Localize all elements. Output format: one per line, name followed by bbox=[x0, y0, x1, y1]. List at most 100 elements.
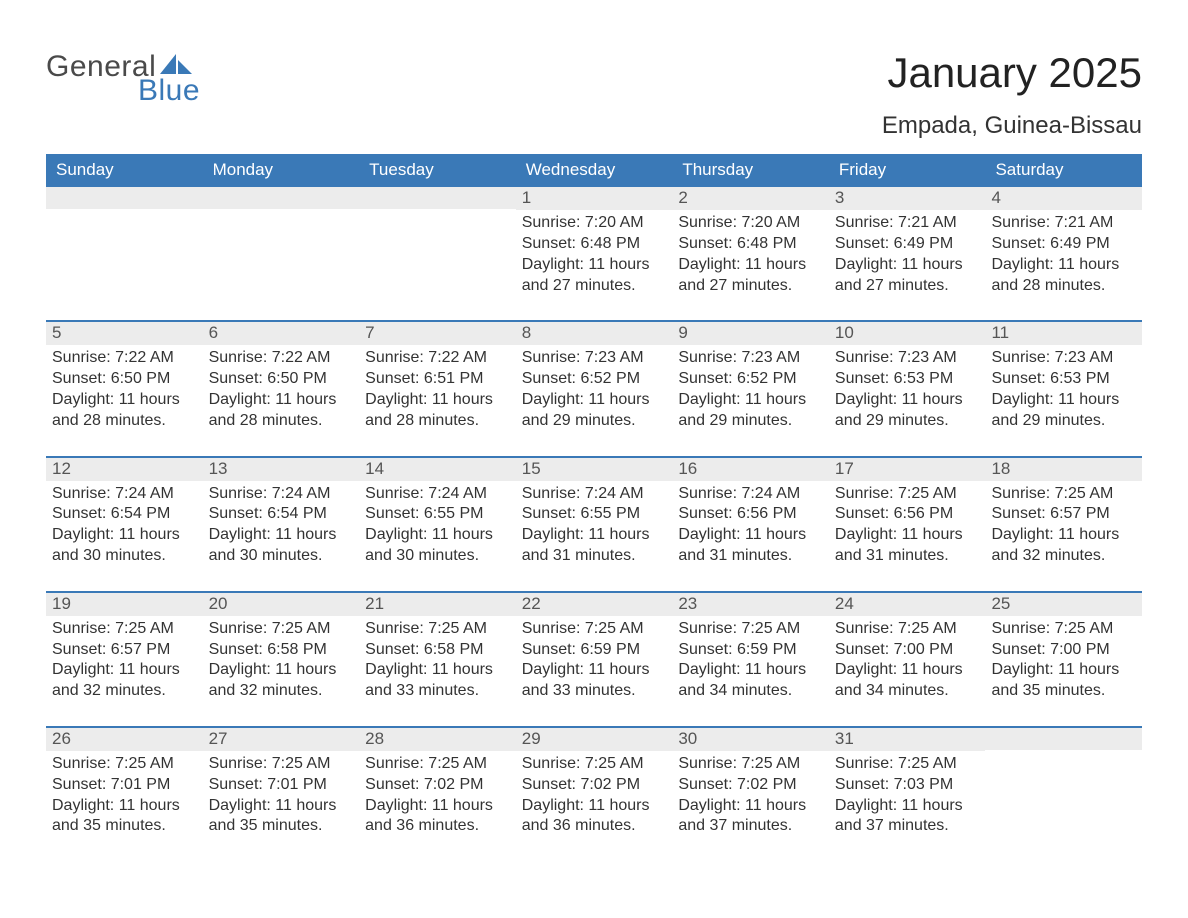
sunrise-line: Sunrise: 7:25 AM bbox=[365, 619, 510, 640]
calendar-day: 2Sunrise: 7:20 AMSunset: 6:48 PMDaylight… bbox=[672, 187, 829, 320]
daylight-line: Daylight: 11 hours and 30 minutes. bbox=[52, 525, 197, 567]
sunrise-line: Sunrise: 7:21 AM bbox=[991, 213, 1136, 234]
day-number: 11 bbox=[985, 322, 1142, 345]
day-details: Sunrise: 7:25 AMSunset: 6:58 PMDaylight:… bbox=[365, 616, 510, 702]
sunset-line: Sunset: 6:59 PM bbox=[678, 640, 823, 661]
day-number: 26 bbox=[46, 728, 203, 751]
header-region: General Blue January 2025 Empada, Guinea… bbox=[46, 50, 1142, 140]
calendar-day: 26Sunrise: 7:25 AMSunset: 7:01 PMDayligh… bbox=[46, 728, 203, 861]
sunset-line: Sunset: 6:51 PM bbox=[365, 369, 510, 390]
sunrise-line: Sunrise: 7:24 AM bbox=[678, 484, 823, 505]
day-details: Sunrise: 7:23 AMSunset: 6:53 PMDaylight:… bbox=[835, 345, 980, 431]
day-details: Sunrise: 7:23 AMSunset: 6:52 PMDaylight:… bbox=[678, 345, 823, 431]
calendar-day: 11Sunrise: 7:23 AMSunset: 6:53 PMDayligh… bbox=[985, 322, 1142, 455]
day-details: Sunrise: 7:25 AMSunset: 7:00 PMDaylight:… bbox=[991, 616, 1136, 702]
day-details: Sunrise: 7:24 AMSunset: 6:54 PMDaylight:… bbox=[52, 481, 197, 567]
sunset-line: Sunset: 6:52 PM bbox=[522, 369, 667, 390]
calendar-day: 10Sunrise: 7:23 AMSunset: 6:53 PMDayligh… bbox=[829, 322, 986, 455]
calendar-day: 14Sunrise: 7:24 AMSunset: 6:55 PMDayligh… bbox=[359, 458, 516, 591]
sunset-line: Sunset: 6:55 PM bbox=[365, 504, 510, 525]
sunset-line: Sunset: 6:57 PM bbox=[991, 504, 1136, 525]
logo: General Blue bbox=[46, 50, 200, 108]
day-number: 30 bbox=[672, 728, 829, 751]
sunset-line: Sunset: 6:48 PM bbox=[522, 234, 667, 255]
weeks-container: 1Sunrise: 7:20 AMSunset: 6:48 PMDaylight… bbox=[46, 187, 1142, 861]
day-number: 5 bbox=[46, 322, 203, 345]
daylight-line: Daylight: 11 hours and 36 minutes. bbox=[522, 796, 667, 838]
daylight-line: Daylight: 11 hours and 28 minutes. bbox=[209, 390, 354, 432]
sunset-line: Sunset: 7:00 PM bbox=[835, 640, 980, 661]
daylight-line: Daylight: 11 hours and 35 minutes. bbox=[991, 660, 1136, 702]
sunset-line: Sunset: 6:53 PM bbox=[991, 369, 1136, 390]
daylight-line: Daylight: 11 hours and 33 minutes. bbox=[522, 660, 667, 702]
sunset-line: Sunset: 6:54 PM bbox=[52, 504, 197, 525]
calendar-day: 3Sunrise: 7:21 AMSunset: 6:49 PMDaylight… bbox=[829, 187, 986, 320]
day-number bbox=[46, 187, 203, 209]
calendar-day bbox=[46, 187, 203, 320]
calendar-day: 24Sunrise: 7:25 AMSunset: 7:00 PMDayligh… bbox=[829, 593, 986, 726]
day-details: Sunrise: 7:25 AMSunset: 6:58 PMDaylight:… bbox=[209, 616, 354, 702]
calendar-week: 19Sunrise: 7:25 AMSunset: 6:57 PMDayligh… bbox=[46, 591, 1142, 726]
day-details: Sunrise: 7:23 AMSunset: 6:52 PMDaylight:… bbox=[522, 345, 667, 431]
day-number: 9 bbox=[672, 322, 829, 345]
day-number: 28 bbox=[359, 728, 516, 751]
calendar-day: 7Sunrise: 7:22 AMSunset: 6:51 PMDaylight… bbox=[359, 322, 516, 455]
sunrise-line: Sunrise: 7:23 AM bbox=[835, 348, 980, 369]
calendar-day: 29Sunrise: 7:25 AMSunset: 7:02 PMDayligh… bbox=[516, 728, 673, 861]
day-details bbox=[365, 209, 510, 212]
day-number: 31 bbox=[829, 728, 986, 751]
daylight-line: Daylight: 11 hours and 29 minutes. bbox=[678, 390, 823, 432]
calendar-day: 21Sunrise: 7:25 AMSunset: 6:58 PMDayligh… bbox=[359, 593, 516, 726]
daylight-line: Daylight: 11 hours and 35 minutes. bbox=[52, 796, 197, 838]
daylight-line: Daylight: 11 hours and 31 minutes. bbox=[522, 525, 667, 567]
calendar-day: 25Sunrise: 7:25 AMSunset: 7:00 PMDayligh… bbox=[985, 593, 1142, 726]
day-details: Sunrise: 7:24 AMSunset: 6:55 PMDaylight:… bbox=[522, 481, 667, 567]
day-number: 1 bbox=[516, 187, 673, 210]
daylight-line: Daylight: 11 hours and 34 minutes. bbox=[835, 660, 980, 702]
day-details: Sunrise: 7:25 AMSunset: 7:00 PMDaylight:… bbox=[835, 616, 980, 702]
daylight-line: Daylight: 11 hours and 30 minutes. bbox=[209, 525, 354, 567]
daylight-line: Daylight: 11 hours and 31 minutes. bbox=[678, 525, 823, 567]
daylight-line: Daylight: 11 hours and 28 minutes. bbox=[365, 390, 510, 432]
day-details: Sunrise: 7:20 AMSunset: 6:48 PMDaylight:… bbox=[678, 210, 823, 296]
day-details: Sunrise: 7:25 AMSunset: 7:02 PMDaylight:… bbox=[365, 751, 510, 837]
day-details: Sunrise: 7:25 AMSunset: 6:59 PMDaylight:… bbox=[678, 616, 823, 702]
col-header: Sunday bbox=[46, 154, 203, 187]
calendar-day: 18Sunrise: 7:25 AMSunset: 6:57 PMDayligh… bbox=[985, 458, 1142, 591]
calendar-day: 5Sunrise: 7:22 AMSunset: 6:50 PMDaylight… bbox=[46, 322, 203, 455]
sunset-line: Sunset: 6:58 PM bbox=[365, 640, 510, 661]
day-number: 22 bbox=[516, 593, 673, 616]
sunrise-line: Sunrise: 7:25 AM bbox=[209, 619, 354, 640]
col-header: Wednesday bbox=[516, 154, 673, 187]
calendar-week: 5Sunrise: 7:22 AMSunset: 6:50 PMDaylight… bbox=[46, 320, 1142, 455]
sunset-line: Sunset: 6:59 PM bbox=[522, 640, 667, 661]
calendar-day: 15Sunrise: 7:24 AMSunset: 6:55 PMDayligh… bbox=[516, 458, 673, 591]
daylight-line: Daylight: 11 hours and 27 minutes. bbox=[835, 255, 980, 297]
day-details: Sunrise: 7:22 AMSunset: 6:50 PMDaylight:… bbox=[52, 345, 197, 431]
day-number: 2 bbox=[672, 187, 829, 210]
sunrise-line: Sunrise: 7:21 AM bbox=[835, 213, 980, 234]
calendar-day: 22Sunrise: 7:25 AMSunset: 6:59 PMDayligh… bbox=[516, 593, 673, 726]
sunset-line: Sunset: 6:49 PM bbox=[991, 234, 1136, 255]
day-details bbox=[52, 209, 197, 212]
calendar-day: 9Sunrise: 7:23 AMSunset: 6:52 PMDaylight… bbox=[672, 322, 829, 455]
day-details: Sunrise: 7:25 AMSunset: 6:57 PMDaylight:… bbox=[991, 481, 1136, 567]
calendar-day bbox=[203, 187, 360, 320]
sunrise-line: Sunrise: 7:25 AM bbox=[522, 754, 667, 775]
day-details: Sunrise: 7:25 AMSunset: 7:01 PMDaylight:… bbox=[209, 751, 354, 837]
sunset-line: Sunset: 6:48 PM bbox=[678, 234, 823, 255]
day-details: Sunrise: 7:24 AMSunset: 6:56 PMDaylight:… bbox=[678, 481, 823, 567]
daylight-line: Daylight: 11 hours and 35 minutes. bbox=[209, 796, 354, 838]
sunset-line: Sunset: 6:55 PM bbox=[522, 504, 667, 525]
daylight-line: Daylight: 11 hours and 37 minutes. bbox=[835, 796, 980, 838]
day-number: 19 bbox=[46, 593, 203, 616]
sunrise-line: Sunrise: 7:25 AM bbox=[678, 619, 823, 640]
sunset-line: Sunset: 7:02 PM bbox=[522, 775, 667, 796]
day-details: Sunrise: 7:25 AMSunset: 7:02 PMDaylight:… bbox=[522, 751, 667, 837]
day-number: 18 bbox=[985, 458, 1142, 481]
day-number: 7 bbox=[359, 322, 516, 345]
day-number: 23 bbox=[672, 593, 829, 616]
daylight-line: Daylight: 11 hours and 29 minutes. bbox=[991, 390, 1136, 432]
daylight-line: Daylight: 11 hours and 32 minutes. bbox=[991, 525, 1136, 567]
day-number: 25 bbox=[985, 593, 1142, 616]
